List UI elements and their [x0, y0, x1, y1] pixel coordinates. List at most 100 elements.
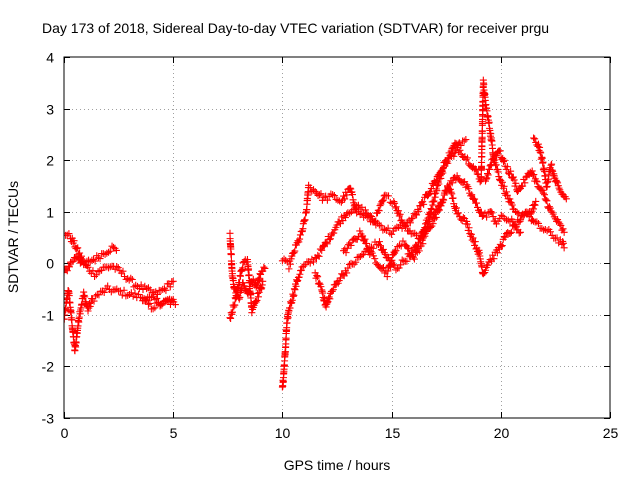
- x-tick-label: 0: [61, 425, 69, 441]
- axis-tick-labels: 0 5 10 15 20 25 -3 -2 -1 0 1 2 3 4: [42, 50, 619, 442]
- data-point: [560, 244, 568, 252]
- data-point: [413, 211, 421, 219]
- data-point: [236, 279, 244, 287]
- data-point: [533, 218, 541, 226]
- data-point: [422, 226, 430, 234]
- data-point: [81, 258, 89, 266]
- data-point: [508, 201, 516, 209]
- data-point: [356, 227, 364, 235]
- data-point: [485, 118, 493, 126]
- data-point: [358, 251, 366, 259]
- data-point: [439, 169, 447, 177]
- data-point: [330, 229, 338, 237]
- data-point: [260, 263, 268, 271]
- data-point: [94, 254, 102, 262]
- data-point: [516, 228, 524, 236]
- data-point: [495, 175, 503, 183]
- data-point: [415, 238, 423, 246]
- data-point: [532, 177, 540, 185]
- data-point: [315, 252, 323, 260]
- data-point: [153, 290, 161, 298]
- data-point: [479, 270, 487, 278]
- data-point: [378, 264, 386, 272]
- data-point: [381, 250, 389, 258]
- data-point: [438, 167, 446, 175]
- data-point: [462, 136, 470, 144]
- data-point: [358, 210, 366, 218]
- data-point: [371, 255, 379, 263]
- data-point: [339, 271, 347, 279]
- data-point: [484, 171, 492, 179]
- y-tick-label: 4: [46, 50, 54, 66]
- data-point: [440, 164, 448, 172]
- data-point: [280, 255, 288, 263]
- data-point: [328, 287, 336, 295]
- data-point: [325, 236, 333, 244]
- data-point: [516, 217, 524, 225]
- y-tick-label: 2: [46, 153, 54, 169]
- data-point: [510, 176, 518, 184]
- data-point: [100, 288, 108, 296]
- data-point: [245, 265, 253, 273]
- data-point: [98, 266, 106, 274]
- data-point: [530, 134, 538, 142]
- data-point: [73, 244, 81, 252]
- data-point: [381, 225, 389, 233]
- y-tick-label: -2: [42, 359, 55, 375]
- data-point: [465, 185, 473, 193]
- data-point: [317, 283, 325, 291]
- data-point: [65, 230, 73, 238]
- data-point: [433, 187, 441, 195]
- data-point: [532, 197, 540, 205]
- data-point: [506, 170, 514, 178]
- data-point: [96, 255, 104, 263]
- x-tick-label: 20: [494, 425, 510, 441]
- chart-title: Day 173 of 2018, Sidereal Day-to-day VTE…: [42, 20, 549, 36]
- data-point: [64, 267, 71, 275]
- data-point: [323, 240, 331, 248]
- data-point: [399, 237, 407, 245]
- data-point: [313, 272, 321, 280]
- data-point: [70, 237, 78, 245]
- data-point: [348, 191, 356, 199]
- data-point: [429, 198, 437, 206]
- data-point: [473, 170, 481, 178]
- data-point: [417, 202, 425, 210]
- data-point: [498, 178, 506, 186]
- data-point: [104, 282, 112, 290]
- data-point: [543, 197, 551, 205]
- data-point: [443, 157, 451, 165]
- data-point: [559, 225, 567, 233]
- data-point: [261, 264, 269, 272]
- data-point: [530, 201, 538, 209]
- data-point: [559, 239, 567, 247]
- data-point: [512, 179, 520, 187]
- data-point: [113, 263, 121, 270]
- data-point: [300, 262, 308, 270]
- data-point: [144, 300, 152, 308]
- data-point: [291, 247, 299, 255]
- data-point: [540, 191, 548, 199]
- data-point: [363, 213, 371, 221]
- data-point: [395, 264, 403, 272]
- data-point: [448, 179, 456, 187]
- data-point: [419, 240, 427, 248]
- data-point: [137, 281, 145, 289]
- data-point: [343, 269, 351, 277]
- data-point: [227, 251, 235, 259]
- data-point: [297, 266, 305, 274]
- data-point: [515, 218, 523, 226]
- data-point: [64, 269, 68, 277]
- data-point: [377, 222, 385, 230]
- data-point: [371, 218, 379, 226]
- data-point: [442, 158, 450, 166]
- data-point: [286, 304, 294, 312]
- data-point: [395, 207, 403, 215]
- data-point: [477, 173, 485, 181]
- data-point: [114, 264, 122, 272]
- series-track-4: [139, 295, 179, 313]
- data-point: [556, 220, 564, 228]
- data-point: [483, 170, 491, 178]
- data-point: [537, 185, 545, 193]
